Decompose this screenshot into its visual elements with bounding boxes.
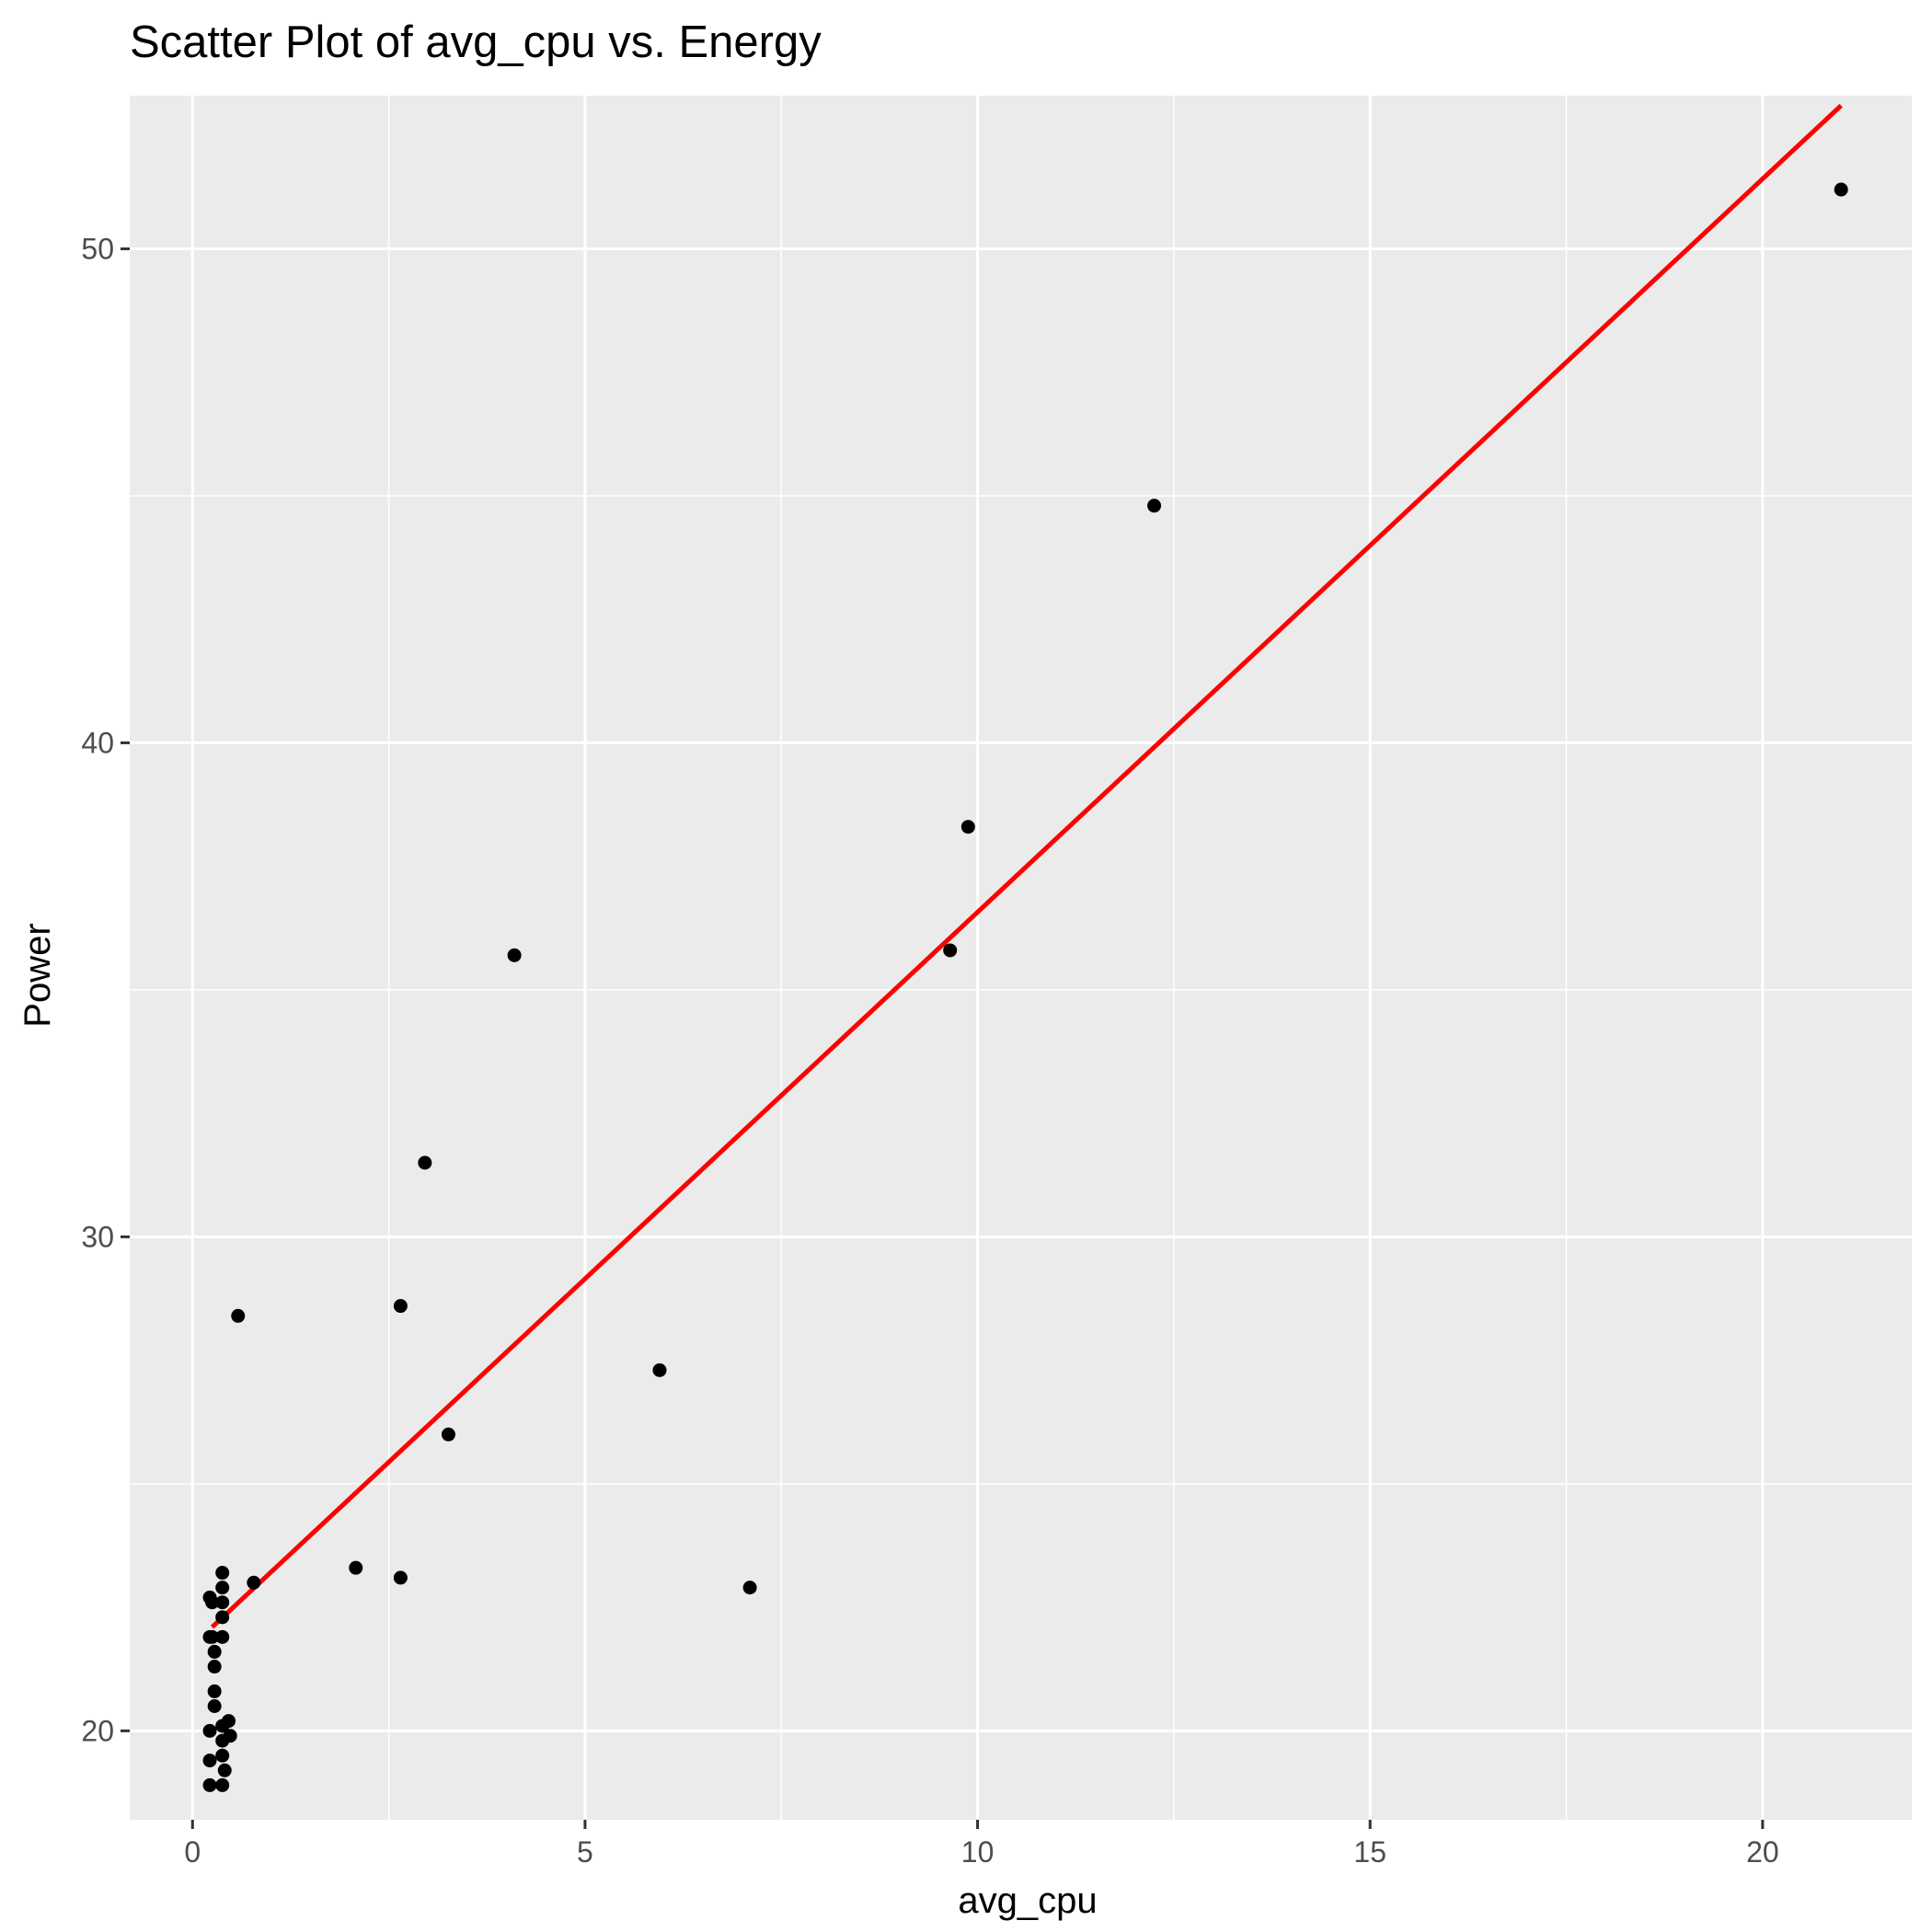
- data-point: [223, 1729, 237, 1743]
- data-point: [393, 1299, 408, 1314]
- trend-line-layer: [210, 103, 1843, 1629]
- data-point: [202, 1777, 217, 1792]
- x-tick-label: 0: [184, 1835, 201, 1869]
- plot-panel: [130, 96, 1912, 1820]
- minor-gridlines: [130, 96, 1912, 1820]
- data-point: [418, 1156, 432, 1170]
- y-tick-label: 30: [81, 1220, 114, 1253]
- data-point: [215, 1629, 230, 1644]
- data-point: [507, 948, 522, 962]
- x-tick-label: 20: [1746, 1835, 1779, 1869]
- x-tick-label: 15: [1353, 1835, 1386, 1869]
- data-point: [960, 820, 975, 834]
- data-point: [349, 1560, 363, 1575]
- data-point: [217, 1763, 232, 1777]
- data-point: [215, 1610, 230, 1625]
- data-point: [441, 1427, 455, 1442]
- data-point: [215, 1566, 230, 1581]
- data-point: [202, 1754, 217, 1768]
- data-point: [202, 1723, 217, 1738]
- data-point: [215, 1595, 230, 1610]
- data-point: [742, 1581, 757, 1595]
- data-point: [1147, 499, 1162, 513]
- data-point: [652, 1363, 667, 1377]
- x-axis: 0 5 10 15 20: [184, 1820, 1779, 1869]
- data-point: [215, 1748, 230, 1763]
- data-point: [943, 943, 958, 958]
- y-tick-label: 20: [81, 1714, 114, 1747]
- x-axis-title: avg_cpu: [958, 1880, 1097, 1921]
- data-point: [207, 1698, 222, 1713]
- data-point: [205, 1595, 220, 1610]
- data-point: [207, 1644, 222, 1659]
- data-point: [393, 1570, 408, 1585]
- data-point: [1834, 182, 1848, 197]
- data-point: [247, 1575, 261, 1590]
- data-point: [231, 1308, 246, 1323]
- data-point: [215, 1581, 230, 1595]
- data-point: [207, 1660, 222, 1674]
- trend-line: [210, 103, 1843, 1629]
- x-tick-label: 5: [577, 1835, 593, 1869]
- y-axis-title: Power: [17, 923, 58, 1027]
- data-point: [222, 1714, 236, 1729]
- y-axis: 20 30 40 50: [81, 232, 130, 1747]
- data-point: [202, 1629, 217, 1644]
- data-points: [202, 182, 1848, 1792]
- major-gridlines: [130, 96, 1912, 1820]
- data-point: [215, 1777, 230, 1792]
- y-tick-label: 40: [81, 726, 114, 759]
- x-tick-label: 10: [961, 1835, 995, 1869]
- y-tick-label: 50: [81, 232, 114, 265]
- chart-title: Scatter Plot of avg_cpu vs. Energy: [130, 17, 822, 67]
- data-point: [207, 1684, 222, 1698]
